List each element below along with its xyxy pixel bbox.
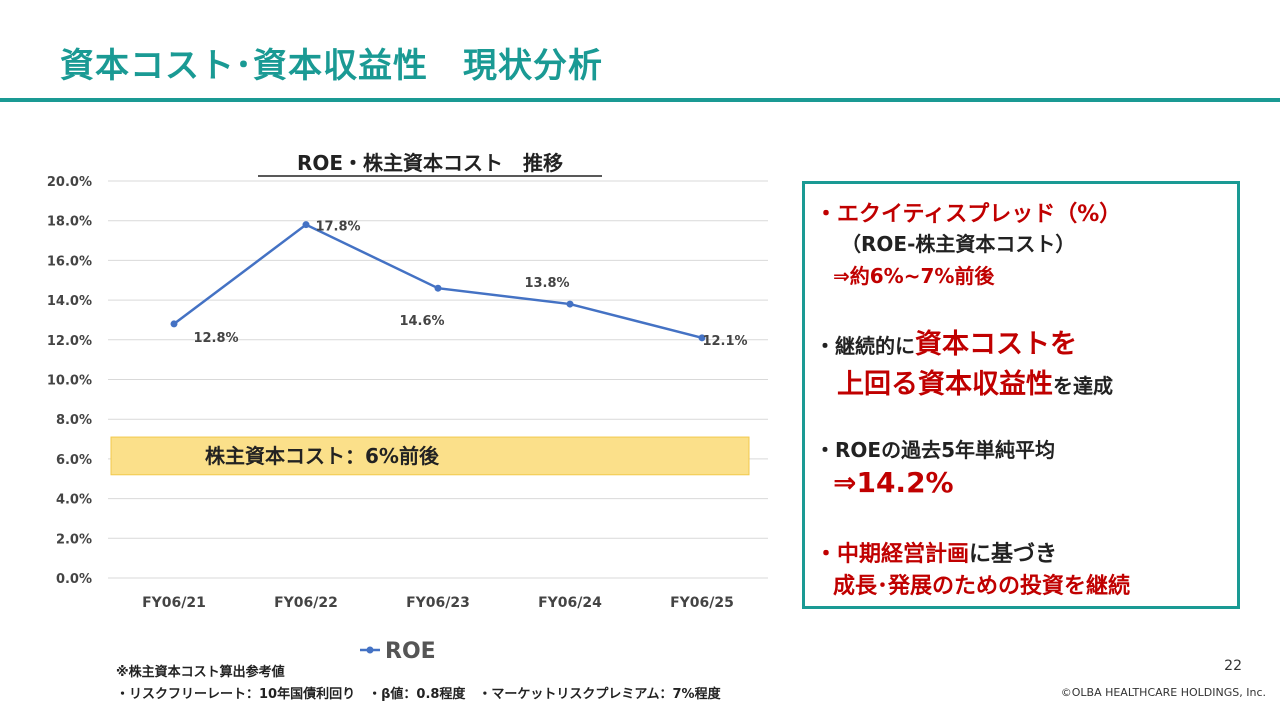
key-points-panel: ・エクイティスプレッド（%） （ROE-株主資本コスト） ⇒約6%~7%前後 ・… (802, 181, 1240, 609)
roe-data-point (698, 334, 706, 342)
roe-data-label: 13.8% (524, 276, 569, 291)
midterm-plan-emphasis: ・中期経営計画 (815, 542, 970, 567)
x-tick-label: FY06/23 (406, 595, 470, 611)
y-tick-label: 16.0% (47, 254, 92, 269)
x-tick-label: FY06/25 (670, 595, 734, 611)
capital-cost-emphasis: 資本コストを (915, 329, 1077, 360)
cost-of-equity-band (110, 436, 750, 476)
y-tick-label: 6.0% (56, 453, 92, 468)
equity-spread-heading: ・エクイティスプレッド（%） (815, 202, 1122, 227)
roe-data-label: 14.6% (399, 314, 444, 329)
page-title: 資本コスト･資本収益性 現状分析 (60, 46, 603, 86)
cost-of-equity-band-label: 株主資本コスト：6%前後 (205, 444, 440, 468)
y-tick-label: 18.0% (47, 215, 92, 230)
roe-data-point (302, 221, 310, 229)
capital-return-suffix: を達成 (1053, 374, 1113, 398)
y-tick-label: 8.0% (56, 413, 92, 428)
roe-data-point (170, 320, 178, 328)
y-tick-label: 14.0% (47, 294, 92, 309)
roe-data-point (434, 284, 442, 292)
roe-data-label: 17.8% (315, 220, 360, 235)
y-tick-label: 0.0% (56, 572, 92, 587)
y-tick-label: 10.0% (47, 374, 92, 389)
page-number: 22 (1224, 658, 1242, 674)
copyright: ©OLBA HEALTHCARE HOLDINGS, Inc. (1060, 686, 1266, 699)
roe-data-label: 12.8% (193, 331, 238, 346)
capital-cost-prefix: ・継続的に (815, 334, 915, 358)
midterm-plan-suffix: に基づき (969, 542, 1058, 567)
chart-title: ROE・株主資本コスト 推移 (297, 151, 563, 175)
roe-data-point (566, 300, 574, 308)
y-tick-label: 20.0% (47, 175, 92, 190)
y-tick-label: 4.0% (56, 493, 92, 508)
legend-label-roe: ROE (385, 639, 436, 664)
capital-cost-statement: ・継続的に資本コストを (815, 322, 1077, 361)
footnote-assumptions: ・リスクフリーレート：10年国債利回り ・β値：0.8程度 ・マーケットリスクプ… (116, 687, 721, 702)
title-divider (0, 98, 1280, 102)
footnotes: ※株主資本コスト算出参考値 ・リスクフリーレート：10年国債利回り ・β値：0.… (116, 662, 721, 706)
y-tick-label: 12.0% (47, 334, 92, 349)
footnote-heading: ※株主資本コスト算出参考値 (116, 665, 285, 680)
midterm-plan-statement: ・中期経営計画に基づき (815, 536, 1057, 568)
growth-investment-statement: 成長･発展のための投資を継続 (833, 574, 1131, 599)
y-tick-label: 2.0% (56, 532, 92, 547)
capital-return-statement: 上回る資本収益性を達成 (837, 362, 1113, 401)
x-tick-label: FY06/21 (142, 595, 206, 611)
equity-spread-formula: （ROE-株主資本コスト） (841, 232, 1076, 256)
equity-spread-value: ⇒約6%~7%前後 (833, 264, 995, 288)
roe-average-value: ⇒14.2% (833, 466, 954, 499)
capital-return-emphasis: 上回る資本収益性 (837, 369, 1053, 400)
x-tick-label: FY06/22 (274, 595, 338, 611)
roe-average-heading: ・ROEの過去5年単純平均 (815, 438, 1055, 462)
legend-marker-dot (366, 646, 374, 654)
x-tick-label: FY06/24 (538, 595, 602, 611)
roe-line-chart: 株主資本コスト：6%前後 0.0% 2.0% 4.0% 6.0% 8.0% 10.0% 12… (47, 151, 768, 664)
roe-data-label: 12.1% (702, 334, 747, 349)
